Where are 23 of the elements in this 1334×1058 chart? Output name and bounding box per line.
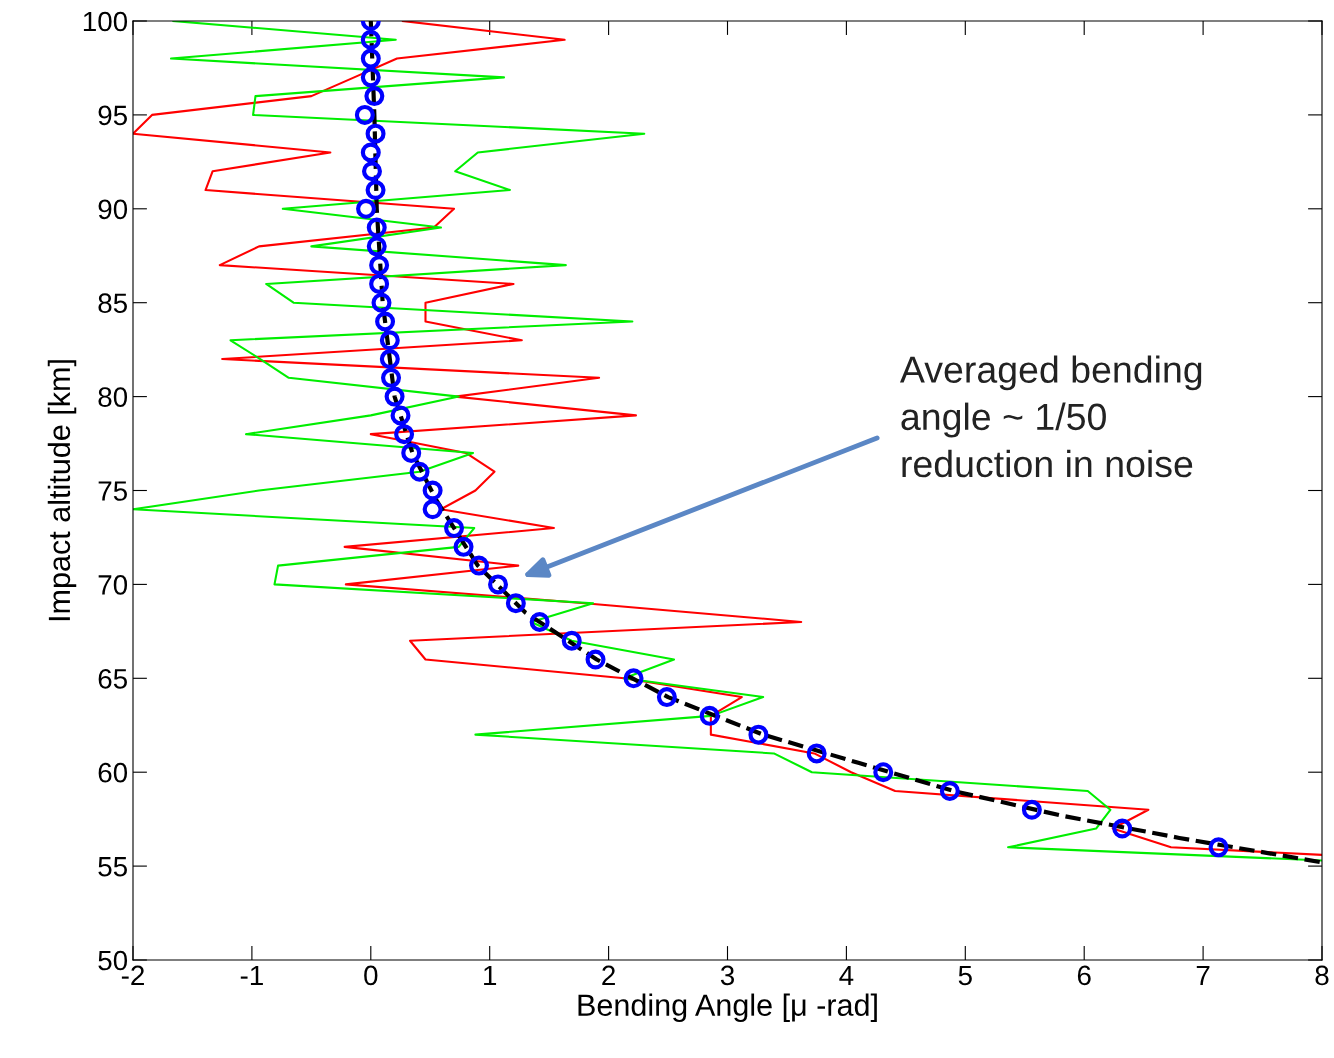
y-tick-label: 80 (98, 387, 128, 407)
x-tick-label: 3 (720, 965, 734, 986)
y-tick-label: 70 (98, 575, 128, 595)
annotation: Averaged bending angle ~ 1/50 reduction in noise (899, 355, 1202, 478)
x-tick-label: 7 (1196, 965, 1210, 985)
y-tick-label: 95 (98, 105, 127, 126)
x-tick-label: 8 (1315, 965, 1329, 986)
x-tick-label: -1 (240, 965, 263, 985)
x-tick-label: 4 (839, 965, 854, 985)
y-tick-label: 65 (98, 668, 127, 689)
x-tick-label: 6 (1077, 965, 1091, 986)
y-tick-label: 75 (98, 481, 127, 501)
y-tick-label: 90 (98, 199, 128, 220)
y-tick-label: 55 (98, 857, 127, 877)
x-tick-label: 1 (484, 965, 497, 985)
x-axis-title: Bending Angle [μ -rad] (578, 993, 877, 1023)
x-tick-label: 5 (958, 965, 972, 986)
y-tick-label: 100 (83, 11, 128, 32)
y-tick-label: 85 (98, 293, 127, 314)
x-tick-label: 0 (364, 965, 378, 986)
y-axis-title: Impact altitude [km] (47, 360, 77, 621)
x-tick-label: 2 (602, 965, 615, 985)
y-tick-label: 60 (98, 762, 128, 783)
